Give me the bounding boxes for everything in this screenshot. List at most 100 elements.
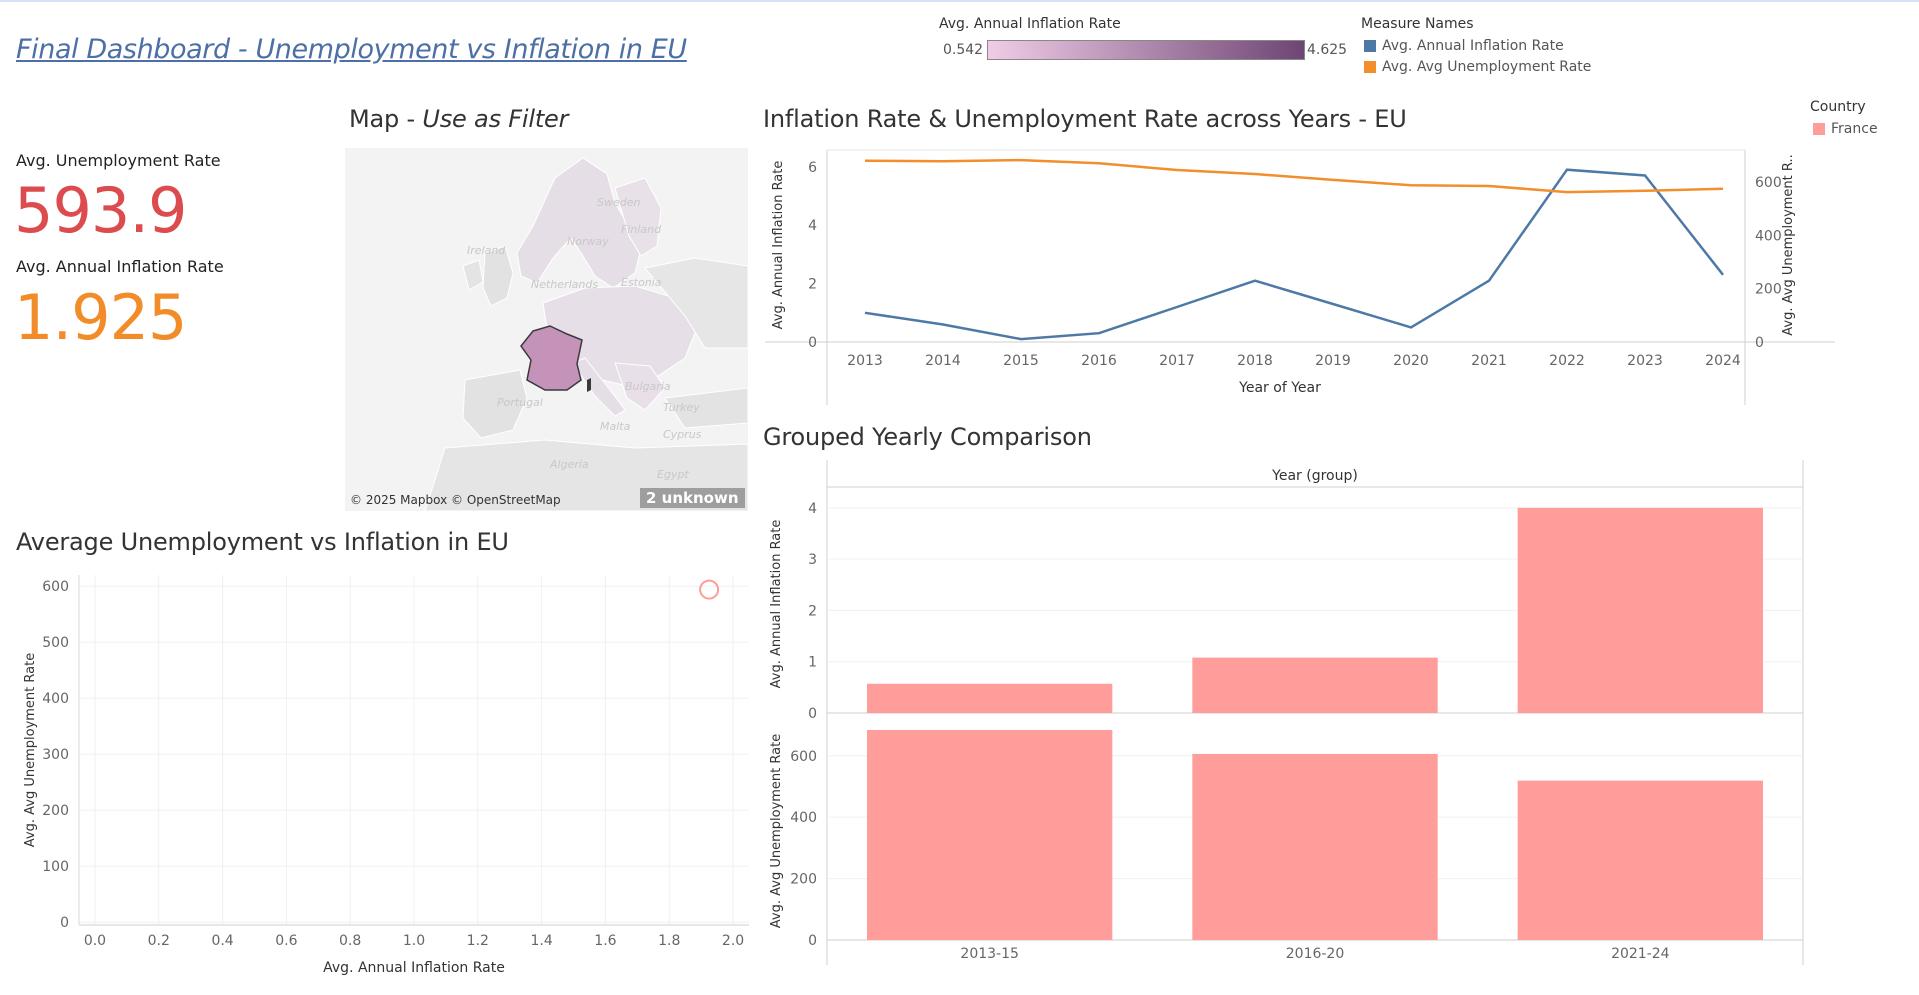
scatter-chart[interactable]: 0.0 0.2 0.4 0.6 0.8 1.0 1.2 1.4 1.6 1.8 2.0 0 100 200…	[14, 565, 754, 985]
country-legend-label: France	[1831, 121, 1878, 137]
corsica-shape	[587, 378, 591, 392]
finland-shape	[614, 177, 662, 257]
dashboard-title[interactable]: Final Dashboard - Unemployment vs Inflat…	[16, 34, 687, 65]
x-tick-label: 2022	[1549, 353, 1585, 369]
ireland-shape	[462, 259, 484, 291]
x-tick-label: 2023	[1627, 353, 1663, 369]
scatter-x-tick-label: 0.8	[339, 933, 361, 949]
bar-header-label: Year (group)	[1271, 468, 1358, 484]
bar-y-tick-label: 1	[808, 655, 817, 671]
bar-chart-title: Grouped Yearly Comparison	[763, 423, 1092, 451]
bar-y-tick-label: 2	[808, 603, 817, 619]
scatter-y-axis-title: Avg. Avg Unemployment Rate	[23, 653, 38, 847]
y-left-tick-label: 6	[808, 160, 817, 176]
color-legend-max: 4.625	[1307, 42, 1348, 58]
map-title-main: Map	[349, 105, 400, 133]
line-chart-title: Inflation Rate & Unemployment Rate acros…	[763, 105, 1407, 133]
bar-category-label: 2021-24	[1611, 946, 1670, 962]
kpi-unemployment-value: 593.9	[14, 174, 187, 247]
scatter-x-tick-label: 0.2	[148, 933, 170, 949]
map-label: Turkey	[663, 401, 700, 414]
france-shape[interactable]	[520, 325, 583, 391]
map-labels: Sweden Finland Norway Ireland Netherlands Est…	[467, 196, 702, 481]
scatter-x-axis-title: Avg. Annual Inflation Rate	[323, 960, 505, 976]
y-left-tick-label: 2	[808, 277, 817, 293]
france-swatch-icon	[1813, 123, 1825, 135]
bar	[1517, 780, 1763, 940]
kpi-inflation-value: 1.925	[14, 281, 187, 354]
unemployment-swatch-icon	[1364, 61, 1376, 73]
measure-legend-item-inflation[interactable]: Avg. Annual Inflation Rate	[1364, 38, 1564, 54]
bar-category-label: 2016-20	[1286, 946, 1345, 962]
measure-legend-title: Measure Names	[1361, 16, 1474, 32]
map-label: Sweden	[597, 196, 640, 209]
y-left-tick-label: 4	[808, 218, 817, 234]
scatter-x-tick-label: 1.6	[594, 933, 616, 949]
y-right-tick-label: 400	[1755, 228, 1782, 244]
east-europe-shape	[644, 257, 748, 349]
bar-y-tick-label: 4	[808, 501, 817, 517]
map-label: Cyprus	[663, 428, 702, 441]
map-label: Ireland	[467, 244, 506, 257]
measure-legend-label: Avg. Annual Inflation Rate	[1382, 38, 1564, 54]
bar	[1517, 507, 1763, 713]
scatter-y-tick-label: 500	[42, 635, 69, 651]
x-tick-label: 2013	[847, 353, 883, 369]
iberia-shape	[462, 369, 528, 439]
map-canvas[interactable]: Sweden Finland Norway Ireland Netherlands Est…	[345, 148, 748, 511]
scatter-title: Average Unemployment vs Inflation in EU	[16, 528, 509, 556]
x-tick-label: 2015	[1003, 353, 1039, 369]
italy-shape	[572, 357, 626, 417]
x-tick-label: 2018	[1237, 353, 1273, 369]
map-label: Malta	[600, 420, 631, 433]
measure-legend-item-unemployment[interactable]: Avg. Avg Unemployment Rate	[1364, 59, 1591, 75]
bar-y-tick-label: 600	[790, 749, 817, 765]
bar	[867, 729, 1113, 940]
uk-shape	[482, 245, 514, 307]
map-label: Egypt	[657, 468, 689, 481]
x-tick-label: 2014	[925, 353, 961, 369]
bar-category-label: 2013-15	[960, 946, 1019, 962]
scatter-point	[699, 579, 720, 600]
kpi-inflation-label: Avg. Annual Inflation Rate	[16, 257, 224, 276]
color-legend-gradient	[987, 40, 1305, 60]
inflation-swatch-icon	[1364, 40, 1376, 52]
y-right-axis-title: Avg. Avg Unemployment R..	[1781, 154, 1796, 335]
bar-y-tick-label: 200	[790, 872, 817, 888]
balkans-shape	[614, 362, 666, 411]
kpi-unemployment-label: Avg. Unemployment Rate	[16, 151, 221, 170]
bar-y-tick-label: 0	[808, 933, 817, 949]
map-title-subtitle: Use as Filter	[422, 105, 569, 133]
country-legend-title: Country	[1810, 99, 1866, 115]
color-legend-title: Avg. Annual Inflation Rate	[939, 16, 1121, 32]
y-right-tick-label: 600	[1755, 175, 1782, 191]
scatter-x-tick-label: 1.2	[467, 933, 489, 949]
scatter-y-tick-label: 100	[42, 859, 69, 875]
scatter-x-tick-label: 1.8	[658, 933, 680, 949]
y-right-tick-label: 0	[1755, 335, 1764, 351]
map-title-sep: -	[406, 105, 423, 133]
map-view[interactable]: Sweden Finland Norway Ireland Netherlands Est…	[345, 148, 748, 511]
unknown-badge[interactable]: 2 unknown	[640, 488, 745, 508]
x-axis-title: Year of Year	[1238, 380, 1321, 396]
map-label: Estonia	[621, 276, 662, 289]
scatter-x-tick-label: 0.4	[211, 933, 233, 949]
scatter-x-tick-label: 0.6	[275, 933, 297, 949]
map-label: Algeria	[549, 458, 589, 471]
bar-chart[interactable]: Year (group) 0 1 2 3 4 Avg. Annual Inflation R…	[755, 460, 1825, 970]
bar-y-tick-label: 400	[790, 810, 817, 826]
line-chart[interactable]: 0 2 4 6 0 200 400 600 2013 2014 2015 2016 2017 2018 20…	[755, 140, 1845, 410]
map-attribution[interactable]: © 2025 Mapbox © OpenStreetMap	[350, 493, 561, 507]
bar-y-tick-label: 0	[808, 706, 817, 722]
series-line-unemployment	[864, 158, 1724, 194]
scatter-y-tick-label: 400	[42, 691, 69, 707]
scatter-x-tick-label: 0.0	[84, 933, 106, 949]
x-tick-label: 2024	[1705, 353, 1741, 369]
x-tick-label: 2019	[1315, 353, 1351, 369]
bar-y-axis-title: Avg. Annual Inflation Rate	[769, 520, 784, 689]
scatter-y-tick-label: 0	[60, 915, 69, 931]
country-legend-item-france[interactable]: France	[1813, 121, 1878, 137]
scatter-x-tick-label: 2.0	[722, 933, 744, 949]
bar	[1192, 753, 1438, 940]
measure-legend-label: Avg. Avg Unemployment Rate	[1382, 59, 1592, 75]
